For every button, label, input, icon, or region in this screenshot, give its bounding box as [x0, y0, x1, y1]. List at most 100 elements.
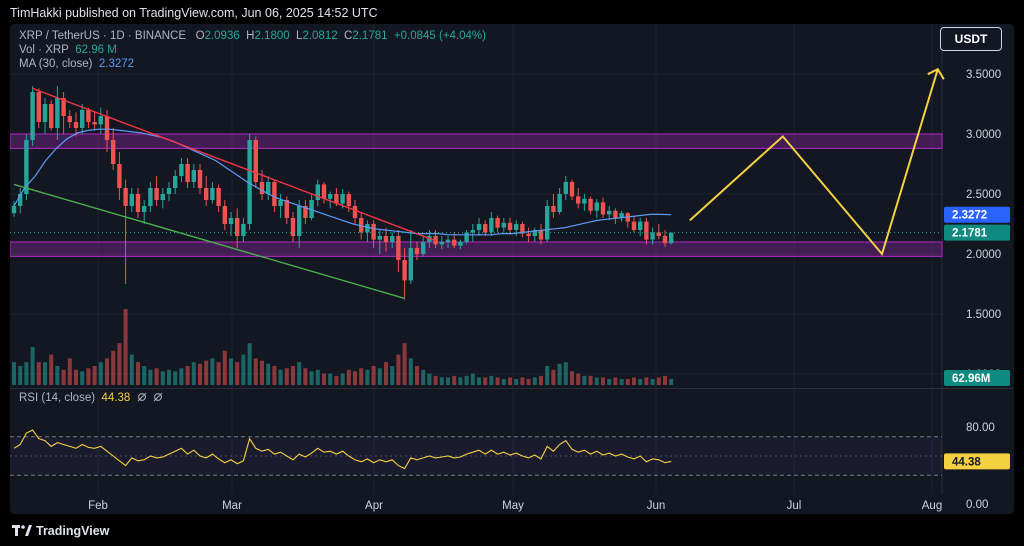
support-resistance-zones — [10, 133, 943, 257]
chart-canvas[interactable]: 3.50003.00002.50002.00001.50001.000080.0… — [10, 24, 1014, 514]
candle-body — [631, 221, 637, 230]
candle-body — [588, 198, 593, 211]
volume-bar — [80, 371, 85, 385]
candle-body — [582, 198, 587, 204]
volume-bar — [563, 362, 568, 385]
candle-body — [445, 239, 451, 242]
candle-body — [607, 210, 612, 215]
candle-body — [179, 164, 184, 176]
candle-body — [538, 230, 544, 240]
eye-off-icon[interactable] — [137, 392, 147, 402]
candle-body — [222, 206, 227, 224]
candle-body — [408, 248, 413, 281]
indicator-separator — [10, 388, 1014, 389]
candle-body — [297, 206, 302, 236]
volume-bar — [253, 358, 258, 385]
volume-bar — [619, 378, 624, 385]
candle-body — [483, 224, 488, 233]
volume-bar — [266, 363, 271, 385]
volume-bar — [136, 362, 140, 385]
volume-bar — [191, 362, 196, 385]
rsi-tick-label: 80.00 — [966, 422, 995, 434]
candle-body — [123, 188, 128, 206]
volume-bar — [446, 377, 450, 385]
candle-body — [80, 110, 85, 128]
volume-bar — [167, 369, 171, 385]
rsi-legend[interactable]: RSI (14, close) 44.38 — [19, 392, 163, 404]
candle-body — [613, 210, 618, 218]
candle-body — [247, 140, 252, 224]
eye-off-icon[interactable] — [153, 392, 163, 402]
volume-bar — [489, 375, 494, 385]
volume-bar — [67, 358, 72, 385]
volume-bar — [656, 377, 661, 385]
candle-body — [259, 182, 265, 194]
volume-bar — [576, 373, 581, 385]
candle-body — [11, 206, 17, 214]
candle-body — [284, 200, 289, 218]
volume-bar — [303, 368, 308, 385]
volume-bar — [365, 369, 370, 385]
volume-legend[interactable]: Vol · XRP 62.96 M — [19, 44, 117, 56]
candle-body — [216, 188, 221, 206]
candle-body — [204, 188, 209, 200]
volume-bar — [439, 377, 444, 385]
candle-body — [371, 224, 376, 240]
volume-bar — [458, 377, 463, 385]
ma-legend[interactable]: MA (30, close) 2.3272 — [19, 58, 134, 70]
open-value: 2.0936 — [204, 30, 240, 42]
candle-body — [662, 236, 668, 244]
volume-bar — [371, 366, 376, 385]
candle-body — [656, 232, 661, 236]
volume-bar — [508, 377, 512, 385]
symbol-legend[interactable]: XRP / TetherUS · 1D · BINANCE O2.0936 H2… — [19, 30, 486, 42]
volume-bar — [594, 377, 599, 385]
candle-body — [458, 242, 463, 246]
candle-body — [278, 200, 283, 206]
time-tick-label: Aug — [922, 500, 942, 512]
candle-body — [148, 188, 153, 206]
candle-body — [390, 236, 395, 242]
volume-bar — [129, 354, 134, 385]
tradingview-brand: TradingView — [36, 524, 110, 538]
volume-bar — [632, 377, 636, 385]
volume-bar — [291, 366, 295, 385]
rsi-value-label-bg — [944, 453, 1010, 470]
volume-bar — [216, 362, 221, 385]
ma-value: 2.3272 — [98, 58, 135, 70]
top-bar: TimHakki published on TradingView.com, J… — [0, 0, 1024, 26]
volume-bar — [247, 343, 252, 385]
candle-body — [340, 194, 345, 204]
trendlines — [13, 87, 436, 300]
volume-bar — [142, 366, 147, 385]
candle-body — [594, 202, 599, 211]
symbol-pair[interactable]: XRP / TetherUS · 1D · BINANCE — [19, 30, 187, 42]
volume-bar — [148, 369, 153, 385]
candle-body — [638, 221, 643, 230]
volume-badge: 62.96M — [952, 373, 990, 385]
candle-body — [18, 194, 23, 206]
volume-bar — [160, 371, 165, 385]
price-zone — [10, 133, 943, 149]
candle-body — [464, 232, 469, 242]
volume-bar — [390, 366, 395, 385]
volume-bar — [241, 354, 246, 385]
rsi-label: RSI (14, close) — [19, 392, 96, 404]
currency-button[interactable]: USDT — [940, 27, 1002, 51]
candle-body — [644, 221, 649, 240]
volume-bar — [384, 362, 388, 385]
volume-bar — [235, 362, 240, 385]
time-tick-label: Feb — [88, 500, 108, 512]
price-tick-label: 3.0000 — [966, 129, 1001, 141]
candle-body — [98, 116, 103, 125]
candle-body — [501, 222, 506, 228]
volume-bar — [601, 377, 605, 385]
candle-body — [421, 242, 426, 254]
volume-bar — [260, 360, 264, 385]
candle-body — [42, 104, 48, 122]
chart-panel[interactable]: 3.50003.00002.50002.00001.50001.000080.0… — [10, 24, 1014, 514]
time-tick-label: Mar — [222, 500, 242, 512]
volume-bar — [551, 369, 556, 385]
candle-body — [563, 182, 568, 194]
volume-bar — [297, 362, 302, 385]
